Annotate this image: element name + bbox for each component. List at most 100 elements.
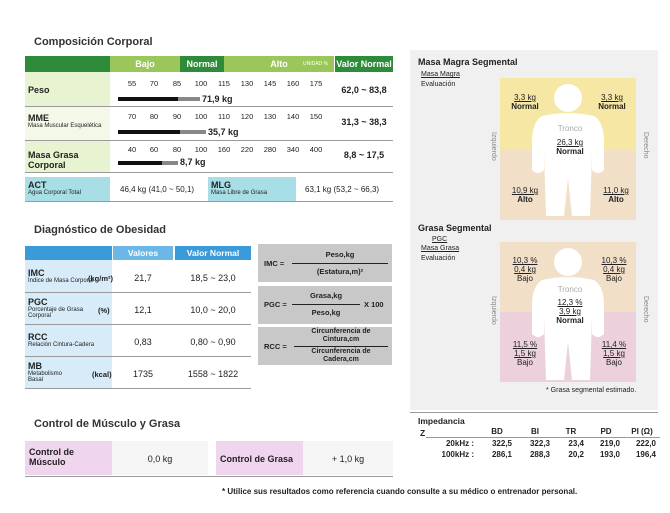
scale-tick: 80 bbox=[172, 145, 182, 154]
fat-sub1: PGC bbox=[432, 236, 448, 243]
formula-pgc-num: Grasa,kg bbox=[309, 291, 343, 300]
ob-range-imc: 18,5 ~ 23,0 bbox=[190, 273, 236, 283]
fat-title: Grasa Segmental bbox=[418, 223, 492, 233]
formula-pgc-den: Peso,kg bbox=[311, 308, 341, 317]
row-bg-mgc bbox=[25, 140, 110, 172]
fat-body-silhouette bbox=[532, 248, 604, 380]
imp-col: PI (Ω) bbox=[631, 427, 653, 436]
scale-tick: 130 bbox=[240, 79, 254, 88]
range-peso: 62,0 ~ 83,8 bbox=[341, 85, 387, 95]
bar-peso bbox=[118, 97, 178, 101]
fat-sub3: Evaluación bbox=[421, 255, 456, 262]
imp-cell: 222,0 bbox=[635, 439, 656, 448]
range-mgc: 8,8 ~ 17,5 bbox=[343, 150, 385, 160]
value-mgc: 8,7 kg bbox=[180, 157, 206, 167]
formula-imc: IMC = Peso,kg (Estatura,m)² bbox=[258, 244, 392, 282]
imp-cell: 219,0 bbox=[599, 439, 620, 448]
formula-rcc-num: Circunferencia de Cintura,cm bbox=[311, 328, 371, 343]
range-mme: 31,3 ~ 38,3 bbox=[341, 117, 387, 127]
divider bbox=[410, 412, 658, 413]
scale-tick: 340 bbox=[286, 145, 300, 154]
scale-tick: 100 bbox=[194, 112, 208, 121]
lean-sub2: Evaluación bbox=[421, 81, 456, 88]
comp-header-high: Alto UNIDAD % bbox=[224, 56, 334, 72]
scale-tick: 70 bbox=[149, 79, 159, 88]
lean-right-arm: 3,3 kg Normal bbox=[511, 93, 539, 111]
footer-note: * Utilice sus resultados como referencia… bbox=[222, 487, 578, 496]
lean-left-label: Izquierdo bbox=[490, 132, 497, 161]
control-fat-label: Control de Grasa bbox=[220, 454, 294, 464]
bar-mgc-tail bbox=[162, 161, 178, 165]
scale-tick: 90 bbox=[172, 112, 182, 121]
ob-header-normal: Valor Normal bbox=[175, 246, 251, 260]
scale-tick: 120 bbox=[240, 112, 254, 121]
value-mme: 35,7 kg bbox=[208, 127, 239, 137]
fat-left-leg: 11,4 % 1,5 kg Bajo bbox=[601, 340, 627, 367]
row-bg-mme bbox=[25, 106, 110, 140]
fraction-line bbox=[292, 263, 388, 264]
row-label-mme: MME Masa Muscular Esquelética bbox=[28, 113, 102, 129]
value-peso: 71,9 kg bbox=[202, 94, 233, 104]
scale-tick: 160 bbox=[217, 145, 231, 154]
imp-col: PD bbox=[600, 427, 612, 436]
ob-value-imc: 21,7 bbox=[134, 273, 152, 283]
formula-pgc-mult: X 100 bbox=[364, 300, 384, 309]
row-label-peso: Peso bbox=[28, 85, 50, 95]
scale-tick: 60 bbox=[149, 145, 159, 154]
lean-sub1: Masa Magra bbox=[421, 71, 460, 78]
imp-cell: 196,4 bbox=[635, 450, 656, 459]
divider bbox=[25, 172, 393, 173]
control-fat-box bbox=[216, 441, 303, 475]
mlg-value: 63,1 kg (53,2 ~ 66,3) bbox=[305, 185, 380, 194]
composition-title: Composición Corporal bbox=[34, 36, 153, 48]
ob-range-rcc: 0,80 ~ 0,90 bbox=[190, 337, 236, 347]
imp-col: BD bbox=[491, 427, 503, 436]
fraction-line bbox=[292, 304, 360, 305]
impedance-title: Impedancia bbox=[418, 416, 465, 426]
lean-left-leg: 11,0 kg Alto bbox=[603, 186, 629, 204]
control-muscle-label: Control de Músculo bbox=[29, 447, 74, 467]
divider bbox=[25, 106, 393, 107]
comp-header-blank bbox=[25, 56, 110, 72]
row-label-mgc: Masa Grasa Corporal bbox=[28, 150, 79, 170]
scale-tick: 40 bbox=[127, 145, 137, 154]
control-muscle-box bbox=[25, 441, 112, 475]
scale-tick: 100 bbox=[194, 145, 208, 154]
ob-unit-mb: (kcal) bbox=[92, 370, 112, 379]
comp-header-low: Bajo bbox=[110, 56, 180, 72]
lean-trunk: 26,3 kg Normal bbox=[556, 138, 584, 156]
lean-left-arm: 3,3 kg Normal bbox=[598, 93, 626, 111]
ob-header-blank bbox=[25, 246, 112, 260]
lean-trunk-label: Tronco bbox=[557, 124, 583, 133]
comp-unit: UNIDAD % bbox=[302, 61, 328, 67]
imp-cell: 23,4 bbox=[568, 439, 584, 448]
fat-trunk: 12,3 % 3,9 kg Normal bbox=[556, 298, 584, 325]
scale-tick: 80 bbox=[149, 112, 159, 121]
scale-tick: 150 bbox=[309, 112, 323, 121]
act-box bbox=[25, 177, 110, 201]
imp-freq: 100kHz : bbox=[441, 450, 474, 459]
formula-imc-num: Peso,kg bbox=[325, 250, 355, 259]
divider bbox=[25, 388, 251, 389]
formula-imc-den: (Estatura,m)² bbox=[316, 267, 364, 276]
control-muscle-value-bg bbox=[112, 441, 208, 475]
divider bbox=[25, 292, 251, 293]
bar-mme-tail bbox=[180, 130, 206, 134]
scale-tick: 220 bbox=[240, 145, 254, 154]
scale-tick: 70 bbox=[127, 112, 137, 121]
scale-tick: 100 bbox=[194, 79, 208, 88]
ob-label-mb: MB Metabolismo Basal bbox=[28, 361, 63, 383]
imp-cell: 20,2 bbox=[568, 450, 584, 459]
ob-header-values: Valores bbox=[113, 246, 173, 260]
control-muscle-value: 0,0 kg bbox=[147, 454, 173, 464]
obesity-title: Diagnóstico de Obesidad bbox=[34, 224, 167, 236]
divider bbox=[25, 324, 251, 325]
divider bbox=[25, 201, 393, 202]
ob-unit-imc: (kg/m²) bbox=[88, 274, 113, 283]
formula-rcc: RCC = Circunferencia de Cintura,cm Circu… bbox=[258, 327, 392, 365]
control-fat-value: + 1,0 kg bbox=[331, 454, 365, 464]
mlg-box bbox=[208, 177, 296, 201]
imp-cell: 286,1 bbox=[491, 450, 512, 459]
imp-col: BI bbox=[531, 427, 539, 436]
imp-cell: 322,5 bbox=[491, 439, 512, 448]
